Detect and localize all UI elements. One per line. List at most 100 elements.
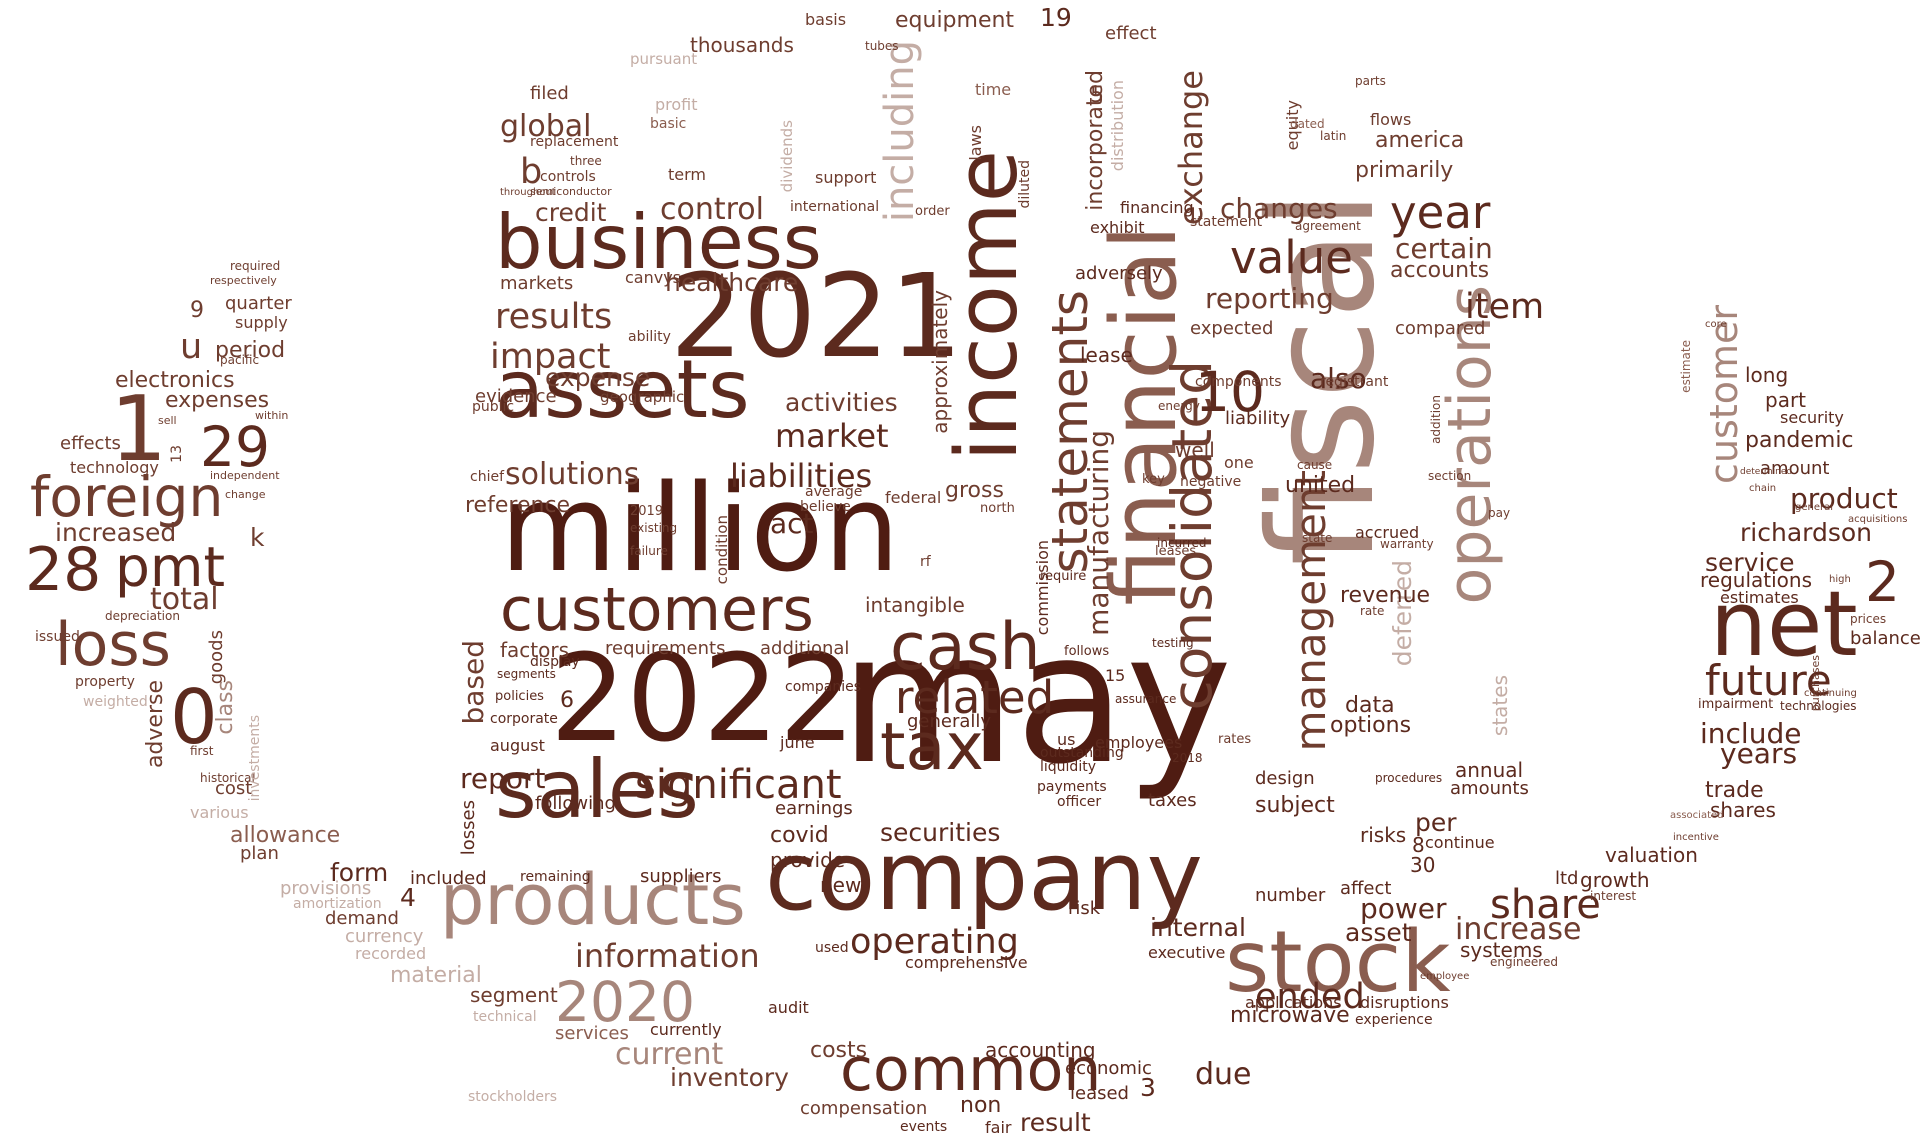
word-failure: failure <box>630 544 668 558</box>
word-trade: trade <box>1705 778 1764 803</box>
word-amounts: amounts <box>1450 778 1529 799</box>
word-item: item <box>1465 287 1545 327</box>
word-options: options <box>1330 713 1412 738</box>
word-weighted: weighted <box>83 694 148 710</box>
word-demand: demand <box>325 908 399 929</box>
word-net: net <box>1710 572 1858 677</box>
word-assurance: assurance <box>1115 692 1177 706</box>
word-n19: 19 <box>1040 3 1072 32</box>
word-economic: economic <box>1065 1058 1152 1079</box>
word-states: states <box>1488 675 1512 737</box>
word-federal: federal <box>885 488 942 507</box>
word-period: period <box>215 338 286 363</box>
word-total: total <box>150 582 219 617</box>
word-acquisitions: acquisitions <box>1848 514 1908 525</box>
word-corporate: corporate <box>490 711 558 727</box>
word-key: key <box>1142 472 1165 487</box>
word-sales: sales <box>495 743 699 836</box>
word-effects: effects <box>60 433 121 454</box>
word-n2019: 2019 <box>630 504 664 519</box>
word-products: products <box>440 859 746 941</box>
word-three: three <box>570 154 602 168</box>
word-loss: loss <box>55 610 171 680</box>
word-credit: credit <box>535 198 607 227</box>
word-expected: expected <box>1190 318 1274 339</box>
word-addition: addition <box>1429 395 1443 444</box>
word-certain: certain <box>1395 232 1493 265</box>
word-pursuant: pursuant <box>630 50 698 68</box>
word-accrued: accrued <box>1355 523 1420 542</box>
word-one: one <box>1224 453 1254 472</box>
word-approximately: approximately <box>928 290 952 434</box>
word-revenue: revenue <box>1340 583 1431 608</box>
word-n1: 1 <box>110 377 168 482</box>
word-executive: executive <box>1148 943 1226 962</box>
word-agreement: agreement <box>1295 219 1361 233</box>
word-class: class <box>213 680 238 735</box>
word-securities: securities <box>880 818 1001 847</box>
word-condition: condition <box>713 515 731 585</box>
word-payments: payments <box>1037 779 1107 795</box>
word-n9: 9 <box>190 298 204 323</box>
word-systems: systems <box>1460 938 1543 962</box>
word-financing: financing <box>1120 198 1194 217</box>
word-gross: gross <box>945 478 1004 503</box>
word-incurred: incurred <box>1157 536 1207 550</box>
word-liquidity: liquidity <box>1040 759 1096 775</box>
word-applications: applications <box>1245 993 1342 1012</box>
word-ltd: ltd <box>1555 868 1579 889</box>
word-valuation: valuation <box>1605 843 1698 867</box>
word-following: following <box>535 793 616 814</box>
word-significant: significant <box>635 762 842 808</box>
word-service: service <box>1705 548 1795 577</box>
word-purchases: purchases <box>1809 655 1822 712</box>
word-term: term <box>668 165 706 184</box>
word-u: u <box>180 327 203 367</box>
word-global: global <box>500 109 592 144</box>
word-taxes: taxes <box>1148 790 1197 811</box>
word-n28: 28 <box>25 535 102 605</box>
word-prices: prices <box>1850 612 1887 626</box>
word-section: section <box>1428 469 1472 483</box>
word-management: management <box>1286 470 1335 752</box>
word-n6: 6 <box>560 688 574 713</box>
word-year: year <box>1390 186 1491 239</box>
word-average: average <box>805 484 863 500</box>
word-diluted: diluted <box>1017 160 1033 209</box>
word-first: first <box>190 744 214 758</box>
word-asset: asset <box>1345 918 1412 947</box>
word-continue: continue <box>1425 833 1495 852</box>
word-currently: currently <box>650 1020 722 1039</box>
word-outstanding: outstanding <box>1040 745 1124 761</box>
word-geographic: geographic <box>600 388 685 406</box>
word-may: may <box>840 595 1233 804</box>
word-n8: 8 <box>1412 833 1425 857</box>
word-accounts: accounts <box>1390 258 1490 283</box>
word-comprehensive: comprehensive <box>905 953 1028 972</box>
word-exhibit: exhibit <box>1090 218 1145 237</box>
word-believe: believe <box>800 499 851 515</box>
word-compensation: compensation <box>800 1098 928 1119</box>
word-time: time <box>975 80 1012 99</box>
word-effect: effect <box>1105 23 1157 44</box>
word-filed: filed <box>530 83 569 104</box>
word-including: including <box>877 40 923 223</box>
word-within: within <box>255 409 289 422</box>
word-microwave: microwave <box>1230 1003 1350 1028</box>
word-experience: experience <box>1355 1012 1433 1028</box>
word-negative: negative <box>1180 474 1242 490</box>
word-annual: annual <box>1455 758 1524 782</box>
word-tax: tax <box>880 710 984 785</box>
word-shares: shares <box>1710 798 1776 822</box>
word-assets: assets <box>495 343 750 436</box>
word-leases: leases <box>1155 544 1197 559</box>
word-n29: 29 <box>200 415 270 479</box>
word-chain: chain <box>1749 483 1777 494</box>
word-costs: costs <box>810 1038 868 1063</box>
word-n3: 3 <box>1140 1073 1156 1102</box>
word-interest: interest <box>1590 889 1637 903</box>
word-based: based <box>457 640 490 725</box>
word-rf: rf <box>920 554 931 570</box>
word-investments: investments <box>247 715 263 802</box>
word-respectively: respectively <box>210 274 277 287</box>
